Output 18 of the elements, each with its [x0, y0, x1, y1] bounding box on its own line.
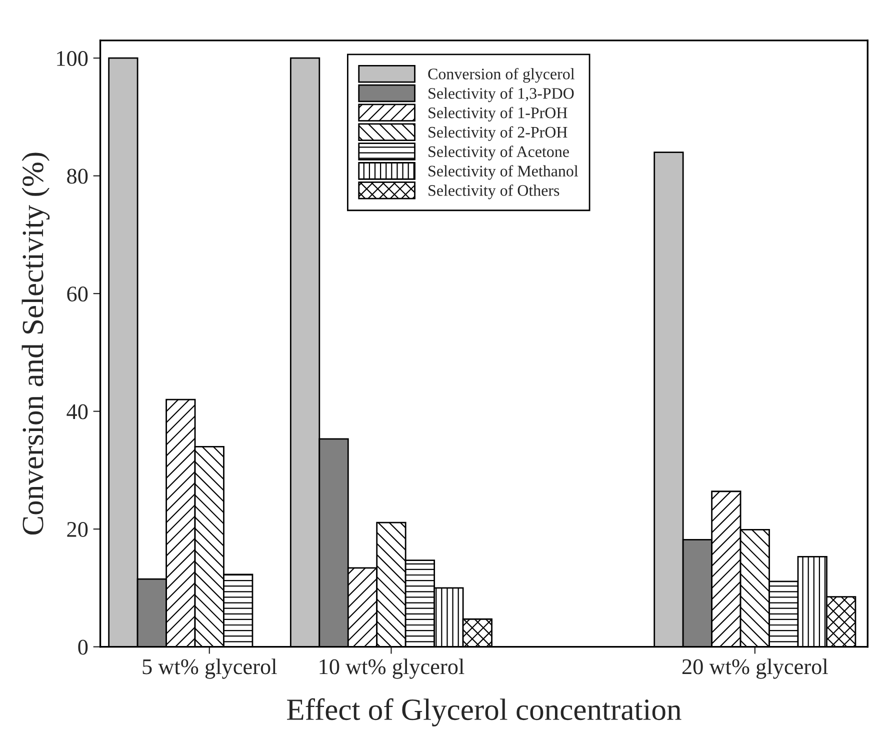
y-tick-label: 100 — [57, 51, 88, 66]
legend-label: Selectivity of 1-PrOH — [428, 106, 568, 122]
y-tick-label: 0 — [78, 640, 88, 655]
y-tick-label: 80 — [67, 168, 88, 184]
x-tick-label: 5 wt% glycerol — [142, 658, 277, 679]
x-axis-title: Effect of Glycerol concentration — [287, 698, 682, 726]
legend-label: Selectivity of Acetone — [428, 146, 569, 160]
legend-label: Selectivity of Others — [428, 184, 560, 200]
legend-label: Selectivity of Methanol — [428, 165, 578, 180]
y-tick-label: 60 — [67, 286, 88, 302]
y-axis-title: Conversion and Selectivity (%) — [22, 152, 50, 535]
legend-label: Selectivity of 1,3-PDO — [428, 87, 574, 102]
x-tick-label: 20 wt% glycerol — [682, 658, 828, 679]
y-tick-label: 20 — [67, 522, 88, 537]
legend-label: Selectivity of 2-PrOH — [428, 126, 568, 141]
x-tick-label: 10 wt% glycerol — [320, 658, 464, 679]
y-tick-label: 40 — [66, 404, 88, 420]
legend-label: Conversion of glycerol — [428, 68, 574, 83]
